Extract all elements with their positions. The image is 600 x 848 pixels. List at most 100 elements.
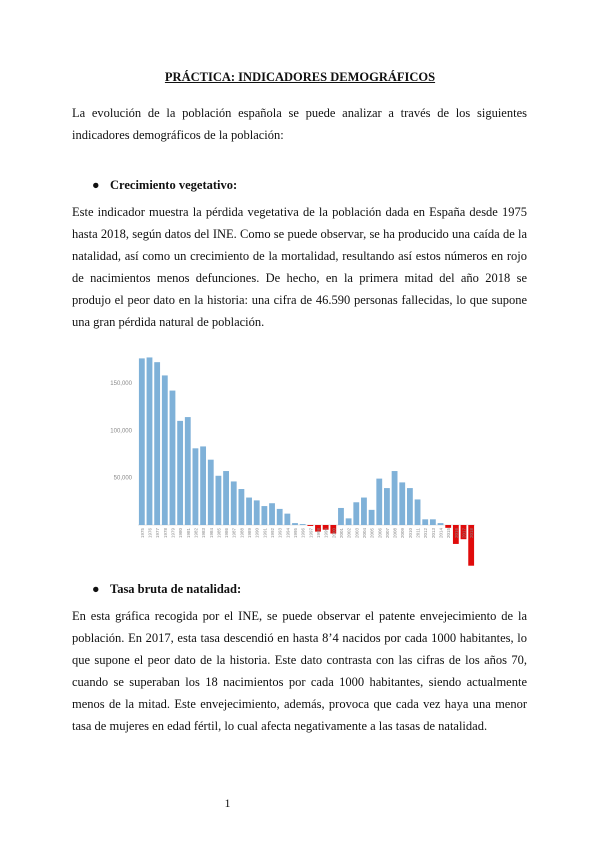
bar bbox=[215, 475, 222, 525]
x-tick-label: 1996 bbox=[301, 528, 306, 539]
bar bbox=[230, 481, 237, 525]
bar bbox=[368, 509, 375, 525]
heading-text: Tasa bruta de natalidad: bbox=[110, 582, 242, 596]
bar bbox=[223, 471, 229, 525]
bar bbox=[406, 488, 413, 525]
title: PRÁCTICA: INDICADORES DEMOGRÁFICOS bbox=[164, 70, 436, 84]
x-tick-label: 2010 bbox=[408, 528, 413, 539]
bar bbox=[468, 525, 475, 566]
bar bbox=[154, 362, 161, 525]
bar bbox=[399, 482, 406, 525]
bar bbox=[361, 497, 367, 525]
x-tick-label: 1991 bbox=[262, 528, 267, 539]
x-tick-label: 1998 bbox=[316, 528, 321, 539]
x-tick-label: 1984 bbox=[209, 528, 214, 539]
bar bbox=[146, 357, 153, 525]
y-tick-label: 150,000 bbox=[110, 381, 132, 387]
heading-text: Crecimiento vegetativo: bbox=[110, 178, 238, 192]
bar bbox=[414, 499, 421, 525]
x-tick-label: 2000 bbox=[331, 528, 336, 539]
bar bbox=[261, 506, 268, 525]
x-tick-label: 1994 bbox=[285, 528, 290, 539]
bar bbox=[315, 525, 321, 532]
bar bbox=[376, 478, 383, 525]
bar bbox=[207, 459, 214, 525]
x-tick-label: 2002 bbox=[347, 528, 352, 539]
x-tick-label: 2004 bbox=[362, 528, 367, 539]
x-tick-label: 1976 bbox=[147, 528, 152, 539]
y-tick-label: 100,000 bbox=[110, 428, 132, 434]
bar bbox=[384, 488, 390, 525]
x-tick-label: 2015 bbox=[446, 528, 451, 539]
x-tick-label: 2001 bbox=[339, 528, 344, 539]
x-tick-label: 2003 bbox=[354, 528, 359, 539]
bar bbox=[177, 420, 184, 525]
x-tick-label: 1982 bbox=[193, 528, 198, 539]
x-tick-label: 1997 bbox=[308, 528, 313, 539]
bar bbox=[246, 497, 252, 525]
bar bbox=[161, 375, 168, 525]
bar bbox=[299, 524, 306, 525]
x-tick-label: 2018 bbox=[469, 528, 474, 539]
bar bbox=[192, 448, 199, 525]
bar bbox=[391, 471, 398, 525]
x-tick-label: 2008 bbox=[393, 528, 398, 539]
section-heading: ● Crecimiento vegetativo: bbox=[92, 178, 238, 192]
bar bbox=[452, 525, 459, 544]
x-tick-label: 1989 bbox=[247, 528, 252, 539]
x-tick-label: 1980 bbox=[178, 528, 183, 539]
x-tick-label: 2016 bbox=[454, 528, 459, 539]
bar bbox=[200, 446, 207, 525]
page-number: 1 bbox=[224, 796, 231, 810]
bar bbox=[330, 525, 337, 534]
bar bbox=[429, 519, 436, 525]
x-tick-label: 2014 bbox=[439, 528, 444, 539]
x-tick-label: 1988 bbox=[239, 528, 244, 539]
bar bbox=[292, 523, 298, 525]
x-tick-label: 1986 bbox=[224, 528, 229, 539]
bar bbox=[422, 519, 429, 525]
x-tick-label: 2007 bbox=[385, 528, 390, 539]
x-tick-label: 2006 bbox=[377, 528, 382, 539]
x-tick-label: 1985 bbox=[216, 528, 221, 539]
bar bbox=[238, 489, 245, 525]
bar bbox=[322, 525, 329, 530]
x-tick-label: 1977 bbox=[155, 528, 160, 539]
bar bbox=[353, 502, 360, 525]
x-tick-label: 2013 bbox=[431, 528, 436, 539]
paragraph: En esta gráfica recogida por el INE, se … bbox=[72, 609, 527, 733]
x-tick-label: 1981 bbox=[186, 528, 191, 539]
y-tick-label: 50,000 bbox=[114, 476, 133, 482]
bar bbox=[460, 525, 467, 540]
x-tick-label: 1987 bbox=[232, 528, 237, 539]
paragraph: Este indicador muestra la pérdida vegeta… bbox=[72, 205, 527, 329]
x-tick-label: 2011 bbox=[416, 528, 421, 538]
bar bbox=[307, 525, 314, 526]
chart: 50,000 100,000 150,000 1975 1976 1977 1978 1979… bbox=[110, 357, 475, 566]
bar bbox=[445, 525, 452, 528]
x-tick-label: 1990 bbox=[255, 528, 260, 539]
bar bbox=[284, 513, 291, 525]
bar bbox=[345, 518, 352, 525]
x-tick-label: 2017 bbox=[462, 528, 467, 539]
x-tick-label: 1978 bbox=[163, 528, 168, 539]
bar bbox=[169, 390, 176, 525]
intro: La evolución de la población española se… bbox=[72, 106, 527, 142]
x-tick-label: 2012 bbox=[423, 528, 428, 539]
x-tick-label: 1979 bbox=[170, 528, 175, 539]
bar bbox=[338, 507, 344, 525]
bar bbox=[184, 417, 191, 525]
bar bbox=[253, 500, 260, 525]
x-tick-label: 1999 bbox=[324, 528, 329, 539]
section-heading: ● Tasa bruta de natalidad: bbox=[92, 582, 242, 596]
bar bbox=[276, 508, 283, 525]
x-tick-label: 1975 bbox=[140, 528, 145, 539]
x-tick-label: 1992 bbox=[270, 528, 275, 539]
x-tick-label: 1995 bbox=[293, 528, 298, 539]
x-tick-label: 1983 bbox=[201, 528, 206, 539]
x-tick-label: 2009 bbox=[400, 528, 405, 539]
x-tick-label: 1993 bbox=[278, 528, 283, 539]
x-tick-label: 2005 bbox=[370, 528, 375, 539]
bar bbox=[138, 358, 145, 525]
